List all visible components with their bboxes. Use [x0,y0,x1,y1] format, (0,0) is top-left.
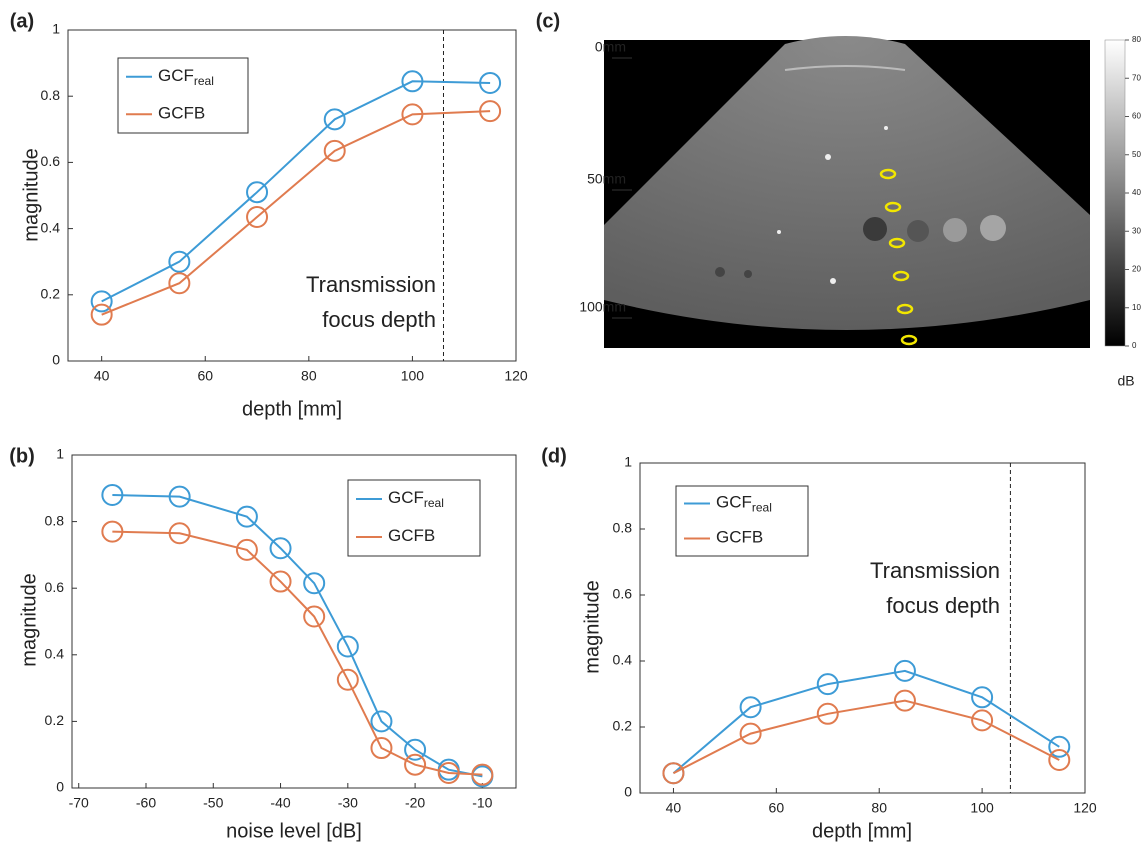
panel-label: (d) [541,445,567,467]
x-tick-label: 60 [197,368,213,384]
series-line [673,701,1059,774]
x-tick-label: 100 [970,800,994,816]
colorbar-tick-label: 60 [1132,112,1141,121]
panel-label: (b) [9,445,35,467]
y-tick-label: 0.6 [613,586,633,602]
legend-subscript: real [752,501,772,515]
y-axis-label: magnitude [581,580,603,673]
x-tick-label: 120 [1073,800,1097,816]
depth-label: 50mm [587,171,626,187]
colorbar-tick-label: 10 [1132,303,1141,312]
series-line [673,671,1059,773]
legend-name: GCFB [716,528,763,547]
annotation: focus depth [322,307,436,332]
figure: (a)00.20.40.60.81406080100120depth [mm]m… [0,0,1148,850]
y-tick-label: 0.2 [45,712,65,728]
y-tick-label: 1 [56,446,64,462]
y-tick-label: 0.4 [45,646,65,662]
x-tick-label: 40 [94,368,110,384]
legend-subscript: real [424,496,444,510]
x-axis-label: noise level [dB] [226,820,362,842]
ultrasound-image [604,36,1125,348]
x-tick-label: 40 [666,800,682,816]
colorbar-tick-label: 50 [1132,150,1141,159]
colorbar-tick-label: 20 [1132,265,1141,274]
series-line [112,532,482,775]
x-tick-label: -30 [338,795,358,811]
y-axis-label: magnitude [20,148,42,241]
y-tick-label: 0.2 [41,286,61,302]
y-axis-label: magnitude [18,573,40,666]
y-tick-label: 0 [624,784,632,800]
panel-label: (a) [10,10,34,32]
x-tick-label: -50 [203,795,223,811]
x-tick-label: 80 [871,800,887,816]
x-tick-label: -60 [136,795,156,811]
legend-name: GCFB [388,526,435,545]
legend-name: GCFB [158,104,205,123]
y-tick-label: 0.8 [41,87,61,103]
y-tick-label: 0 [52,352,60,368]
x-tick-label: 80 [301,368,317,384]
x-tick-label: 120 [504,368,528,384]
x-tick-label: -40 [270,795,290,811]
legend-name: GCF [388,488,424,507]
x-tick-label: 100 [401,368,425,384]
x-axis-label: depth [mm] [242,398,342,420]
y-tick-label: 0.8 [613,520,633,536]
legend-label: GCFB [158,104,205,123]
legend-name: GCF [716,493,752,512]
annotation: Transmission [306,272,436,297]
depth-label: 0mm [595,39,626,55]
y-tick-label: 1 [624,454,632,470]
y-tick-label: 0 [56,779,64,795]
x-axis-label: depth [mm] [812,820,912,842]
colorbar-label: dB [1117,373,1134,389]
legend-label: GCFB [388,526,435,545]
x-tick-label: -70 [69,795,89,811]
panel-label: (c) [536,10,560,32]
colorbar-tick-label: 40 [1132,188,1141,197]
y-tick-label: 0.8 [45,512,65,528]
x-tick-label: -10 [472,795,492,811]
x-tick-label: 60 [769,800,785,816]
x-tick-label: -20 [405,795,425,811]
colorbar-tick-label: 80 [1132,35,1141,44]
y-tick-label: 0.4 [41,219,61,235]
annotation: Transmission [870,558,1000,583]
colorbar-tick-label: 30 [1132,226,1141,235]
y-tick-label: 0.2 [613,718,633,734]
y-tick-label: 1 [52,21,60,37]
legend-label: GCFB [716,528,763,547]
colorbar-tick-label: 70 [1132,73,1141,82]
y-tick-label: 0.6 [41,153,61,169]
y-tick-label: 0.4 [613,652,633,668]
legend-name: GCF [158,66,194,85]
y-tick-label: 0.6 [45,579,65,595]
legend-subscript: real [194,74,214,88]
depth-label: 100mm [579,299,626,315]
colorbar-tick-label: 0 [1132,341,1137,350]
annotation: focus depth [886,593,1000,618]
